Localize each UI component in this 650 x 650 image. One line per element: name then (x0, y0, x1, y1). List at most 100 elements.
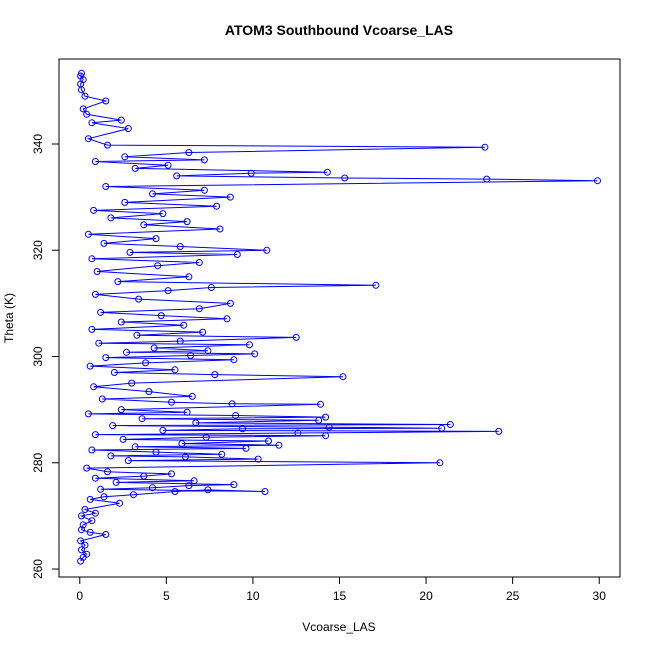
data-point (188, 392, 196, 400)
data-point (180, 321, 188, 329)
data-point (195, 259, 203, 266)
data-point (242, 444, 250, 452)
data-point (481, 143, 489, 151)
data-point (90, 206, 98, 214)
data-point (133, 331, 141, 339)
data-point (91, 474, 99, 482)
data-point (436, 459, 444, 467)
data-point (239, 425, 246, 433)
data-point (322, 413, 330, 421)
data-point (124, 457, 132, 465)
data-point (135, 295, 143, 303)
data-point (88, 119, 96, 127)
data-point (114, 278, 122, 286)
plot-area (58, 58, 621, 578)
data-point (173, 172, 181, 180)
x-tick-label: 20 (419, 589, 433, 603)
y-axis-label: Theta (K) (2, 293, 16, 343)
data-point (121, 198, 129, 206)
data-point (446, 421, 454, 428)
data-point (88, 517, 96, 525)
data-point (102, 354, 110, 362)
data-point (339, 373, 347, 381)
data-point (159, 210, 167, 218)
data-point (86, 362, 94, 370)
data-point (275, 441, 283, 449)
data-point (83, 110, 91, 118)
data-point (230, 356, 238, 364)
data-point (81, 541, 89, 549)
data-point (164, 287, 172, 295)
data-point (226, 299, 234, 307)
data-point (495, 427, 503, 435)
data-point (159, 426, 167, 434)
data-point (116, 499, 124, 507)
data-point (140, 221, 148, 229)
data-point (263, 246, 271, 254)
data-point (171, 488, 179, 495)
data-point (91, 158, 99, 165)
series-line (79, 73, 598, 562)
data-point (93, 268, 101, 275)
y-tick-label: 320 (31, 240, 45, 260)
data-point (91, 509, 99, 517)
data-point (97, 485, 105, 493)
data-point (140, 472, 148, 480)
data-point (84, 410, 92, 418)
data-point (84, 230, 92, 238)
data-point (228, 400, 236, 408)
data-point (149, 190, 156, 198)
data-point (226, 193, 234, 201)
data-point (341, 174, 349, 182)
data-point (102, 531, 110, 538)
data-point (181, 453, 189, 461)
data-point (86, 495, 94, 503)
data-point (119, 435, 127, 443)
data-point (107, 214, 115, 222)
data-point (145, 388, 153, 396)
x-tick-label: 5 (163, 589, 170, 603)
data-point (109, 422, 117, 430)
data-point (117, 406, 125, 414)
data-point (131, 443, 139, 451)
data-point (126, 248, 134, 256)
data-point (138, 415, 146, 423)
x-tick-label: 15 (333, 589, 347, 603)
data-point (200, 186, 208, 194)
data-point (112, 478, 120, 486)
data-point (104, 141, 111, 149)
data-point (232, 412, 240, 419)
data-point (183, 218, 191, 226)
data-point (81, 506, 89, 513)
data-point (223, 315, 231, 323)
data-point (207, 284, 215, 291)
data-point (150, 344, 158, 352)
data-point (104, 468, 111, 476)
data-point (176, 243, 184, 250)
data-point (171, 366, 179, 374)
data-point (90, 383, 98, 391)
data-point (123, 348, 130, 356)
data-point (78, 546, 85, 554)
data-point (183, 408, 191, 416)
data-point (149, 484, 156, 492)
x-tick-label: 10 (246, 589, 260, 603)
data-point (294, 429, 302, 437)
data-point (230, 481, 238, 489)
data-point (91, 431, 99, 439)
data-point (128, 379, 136, 387)
data-point (594, 177, 601, 185)
data-point (77, 537, 85, 545)
data-point (199, 328, 207, 336)
data-point (130, 491, 137, 499)
data-point (292, 333, 300, 341)
data-point (195, 305, 203, 313)
data-point (83, 464, 91, 472)
x-tick-label: 30 (593, 589, 607, 603)
data-point (152, 448, 160, 456)
data-point (88, 325, 96, 333)
data-point (100, 239, 108, 247)
data-point (190, 477, 198, 485)
y-tick-label: 340 (31, 134, 45, 154)
